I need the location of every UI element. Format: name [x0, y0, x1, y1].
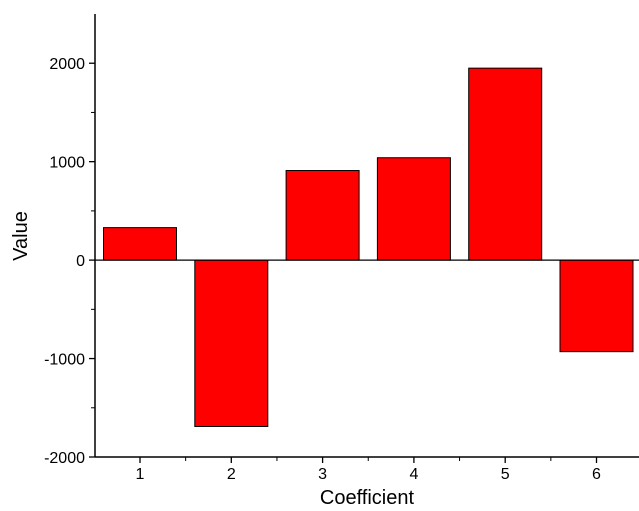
y-tick-label--1000: -1000	[44, 352, 85, 369]
x-axis-title: Coefficient	[320, 487, 415, 509]
bar-5	[468, 67, 543, 261]
bar-2	[194, 259, 269, 427]
axes-group: -2000 -1000 0 1000 2000 1 2 3 4 5 6	[44, 14, 639, 483]
x-tick-label-4: 4	[409, 466, 418, 483]
y-tick-label-1000: 1000	[49, 155, 85, 172]
y-tick-label-0: 0	[76, 253, 85, 270]
x-tick-label-5: 5	[501, 466, 510, 483]
bar-3	[285, 170, 360, 261]
bar-4	[376, 157, 451, 261]
y-axis-title: Value	[10, 211, 32, 261]
x-tick-label-6: 6	[592, 466, 601, 483]
bar-6	[559, 259, 634, 353]
y-tick-label--2000: -2000	[44, 450, 85, 467]
bars-group	[103, 67, 634, 427]
x-tick-label-3: 3	[318, 466, 327, 483]
x-tick-label-1: 1	[136, 466, 145, 483]
y-tick-label-2000: 2000	[49, 56, 85, 73]
bar-1	[103, 227, 177, 261]
x-tick-label-2: 2	[227, 466, 236, 483]
